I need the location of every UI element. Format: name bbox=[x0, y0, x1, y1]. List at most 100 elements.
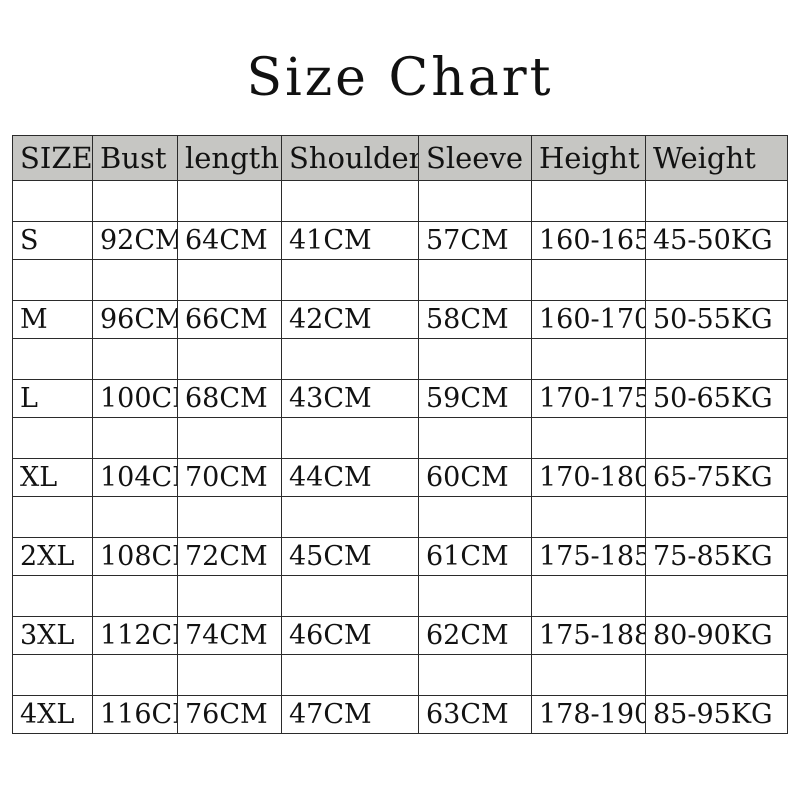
spacer-cell bbox=[92, 575, 178, 617]
spacer-cell bbox=[92, 654, 178, 696]
spacer-cell bbox=[12, 654, 93, 696]
cell-weight: 80-90KG bbox=[645, 616, 788, 655]
table-row: 3XL 112CM 74CM 46CM 62CM 175-188 80-90KG bbox=[12, 616, 788, 655]
cell-length: 64CM bbox=[177, 221, 282, 260]
spacer-cell bbox=[531, 575, 646, 617]
cell-sleeve: 57CM bbox=[418, 221, 532, 260]
cell-weight: 45-50KG bbox=[645, 221, 788, 260]
spacer-cell bbox=[281, 496, 419, 538]
cell-bust: 96CM bbox=[92, 300, 178, 339]
cell-length: 70CM bbox=[177, 458, 282, 497]
spacer-cell bbox=[281, 180, 419, 222]
column-header-height: Height bbox=[531, 135, 646, 181]
cell-shoulder: 45CM bbox=[281, 537, 419, 576]
cell-sleeve: 63CM bbox=[418, 695, 532, 734]
spacer-cell bbox=[92, 338, 178, 380]
cell-size: 3XL bbox=[12, 616, 93, 655]
spacer-cell bbox=[645, 417, 788, 459]
column-header-bust: Bust bbox=[92, 135, 178, 181]
cell-bust: 100CM bbox=[92, 379, 178, 418]
cell-size: S bbox=[12, 221, 93, 260]
table-body: S 92CM 64CM 41CM 57CM 160-165 45-50KG bbox=[12, 180, 788, 734]
page-title: Size Chart bbox=[246, 48, 554, 108]
spacer-cell bbox=[177, 259, 282, 301]
spacer-cell bbox=[92, 259, 178, 301]
spacer-row bbox=[12, 180, 788, 222]
spacer-cell bbox=[645, 180, 788, 222]
spacer-cell bbox=[531, 417, 646, 459]
spacer-row bbox=[12, 417, 788, 459]
spacer-cell bbox=[177, 654, 282, 696]
spacer-cell bbox=[281, 338, 419, 380]
cell-height: 170-180 bbox=[531, 458, 646, 497]
spacer-cell bbox=[418, 575, 532, 617]
cell-size: M bbox=[12, 300, 93, 339]
cell-shoulder: 41CM bbox=[281, 221, 419, 260]
cell-bust: 112CM bbox=[92, 616, 178, 655]
cell-weight: 50-55KG bbox=[645, 300, 788, 339]
spacer-cell bbox=[92, 417, 178, 459]
column-header-shoulder: Shoulder bbox=[281, 135, 419, 181]
spacer-cell bbox=[645, 654, 788, 696]
cell-size: L bbox=[12, 379, 93, 418]
spacer-cell bbox=[645, 259, 788, 301]
spacer-cell bbox=[531, 180, 646, 222]
spacer-cell bbox=[12, 180, 93, 222]
spacer-cell bbox=[418, 654, 532, 696]
cell-sleeve: 61CM bbox=[418, 537, 532, 576]
cell-length: 76CM bbox=[177, 695, 282, 734]
spacer-cell bbox=[645, 338, 788, 380]
cell-length: 68CM bbox=[177, 379, 282, 418]
spacer-cell bbox=[531, 338, 646, 380]
spacer-cell bbox=[418, 496, 532, 538]
size-chart-table-container: SIZE Bust length Shoulder Sleeve Height … bbox=[12, 135, 788, 734]
table-row: L 100CM 68CM 43CM 59CM 170-175 50-65KG bbox=[12, 379, 788, 418]
spacer-cell bbox=[177, 575, 282, 617]
spacer-cell bbox=[281, 417, 419, 459]
table-header-row: SIZE Bust length Shoulder Sleeve Height … bbox=[12, 135, 788, 181]
cell-length: 66CM bbox=[177, 300, 282, 339]
cell-weight: 85-95KG bbox=[645, 695, 788, 734]
spacer-cell bbox=[281, 259, 419, 301]
spacer-cell bbox=[418, 338, 532, 380]
cell-weight: 50-65KG bbox=[645, 379, 788, 418]
cell-shoulder: 43CM bbox=[281, 379, 419, 418]
cell-shoulder: 47CM bbox=[281, 695, 419, 734]
cell-length: 72CM bbox=[177, 537, 282, 576]
spacer-row bbox=[12, 259, 788, 301]
spacer-cell bbox=[92, 180, 178, 222]
cell-bust: 104CM bbox=[92, 458, 178, 497]
spacer-cell bbox=[177, 417, 282, 459]
cell-bust: 116CM bbox=[92, 695, 178, 734]
spacer-row bbox=[12, 654, 788, 696]
spacer-cell bbox=[12, 417, 93, 459]
table-row: S 92CM 64CM 41CM 57CM 160-165 45-50KG bbox=[12, 221, 788, 260]
size-chart-table: SIZE Bust length Shoulder Sleeve Height … bbox=[12, 135, 788, 734]
spacer-cell bbox=[12, 496, 93, 538]
spacer-cell bbox=[418, 180, 532, 222]
spacer-cell bbox=[645, 575, 788, 617]
column-header-size: SIZE bbox=[12, 135, 93, 181]
cell-bust: 108CM bbox=[92, 537, 178, 576]
spacer-cell bbox=[177, 180, 282, 222]
cell-weight: 65-75KG bbox=[645, 458, 788, 497]
cell-sleeve: 58CM bbox=[418, 300, 532, 339]
table-row: 2XL 108CM 72CM 45CM 61CM 175-185 75-85KG bbox=[12, 537, 788, 576]
column-header-weight: Weight bbox=[645, 135, 788, 181]
spacer-cell bbox=[12, 338, 93, 380]
cell-sleeve: 59CM bbox=[418, 379, 532, 418]
spacer-row bbox=[12, 338, 788, 380]
table-row: 4XL 116CM 76CM 47CM 63CM 178-190 85-95KG bbox=[12, 695, 788, 734]
cell-bust: 92CM bbox=[92, 221, 178, 260]
cell-height: 175-188 bbox=[531, 616, 646, 655]
cell-height: 160-165 bbox=[531, 221, 646, 260]
cell-size: 2XL bbox=[12, 537, 93, 576]
cell-sleeve: 62CM bbox=[418, 616, 532, 655]
spacer-cell bbox=[177, 496, 282, 538]
spacer-cell bbox=[281, 654, 419, 696]
spacer-row bbox=[12, 575, 788, 617]
cell-length: 74CM bbox=[177, 616, 282, 655]
cell-shoulder: 42CM bbox=[281, 300, 419, 339]
column-header-length: length bbox=[177, 135, 282, 181]
